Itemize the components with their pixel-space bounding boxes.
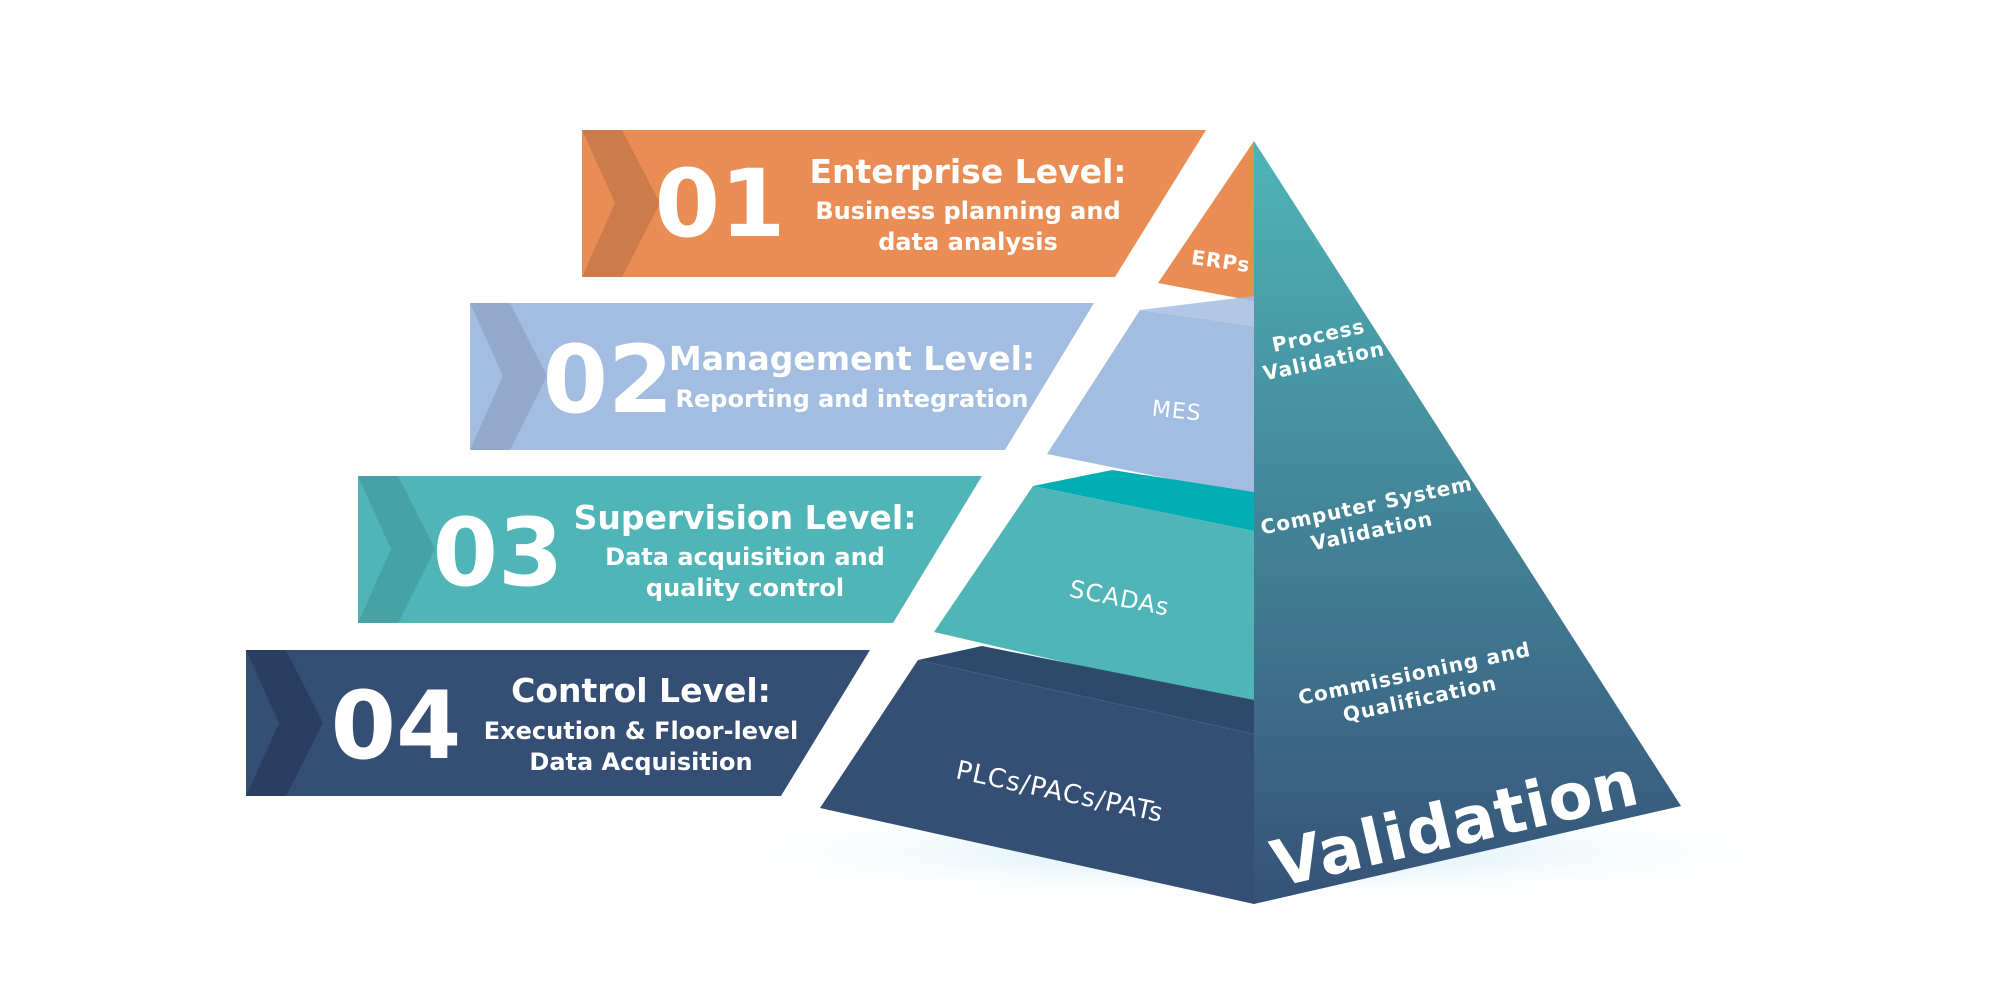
- level-3-description-line2: quality control: [646, 574, 844, 602]
- level-1-description-line1: Business planning and: [815, 197, 1120, 225]
- level-4-description-line1: Execution & Floor-level: [484, 717, 798, 745]
- level-3-description-line1: Data acquisition and: [605, 543, 885, 571]
- pyramid-face-level-3-ledge: [1033, 470, 1254, 531]
- chevron-icon: [358, 476, 435, 623]
- chevron-icon: [582, 130, 660, 277]
- level-2-number: 02: [543, 326, 674, 435]
- level-banner-1: [582, 130, 1206, 277]
- level-2-description-line1: Reporting and integration: [676, 385, 1029, 413]
- pyramid-face-level-3: [934, 486, 1254, 706]
- level-3-number: 03: [433, 499, 564, 608]
- pyramid-face-level-2: [1047, 310, 1254, 496]
- chevron-icon: [246, 650, 323, 796]
- level-4-title: Control Level:: [511, 671, 771, 710]
- level-banner-2: [470, 303, 1094, 450]
- level-2-title: Management Level:: [669, 339, 1035, 378]
- pyramid-face-level-1: [1158, 141, 1254, 301]
- pyramid-side-face-validation: [1254, 141, 1681, 904]
- level-4-description-line2: Data Acquisition: [529, 748, 752, 776]
- level-1-title: Enterprise Level:: [810, 152, 1127, 191]
- level-banner-4: [246, 650, 870, 796]
- face-label-mes: MES: [1151, 396, 1203, 426]
- pyramid-face-level-2-ledge: [1140, 296, 1254, 326]
- level-1-number: 01: [655, 150, 786, 259]
- level-3-title: Supervision Level:: [574, 498, 917, 537]
- level-banner-3: [358, 476, 982, 623]
- level-4-number: 04: [331, 672, 462, 781]
- pyramid-face-level-4: [820, 660, 1254, 904]
- level-1-description-line2: data analysis: [878, 228, 1058, 256]
- chevron-icon: [470, 303, 547, 450]
- pyramid-face-level-4-ledge: [918, 646, 1254, 734]
